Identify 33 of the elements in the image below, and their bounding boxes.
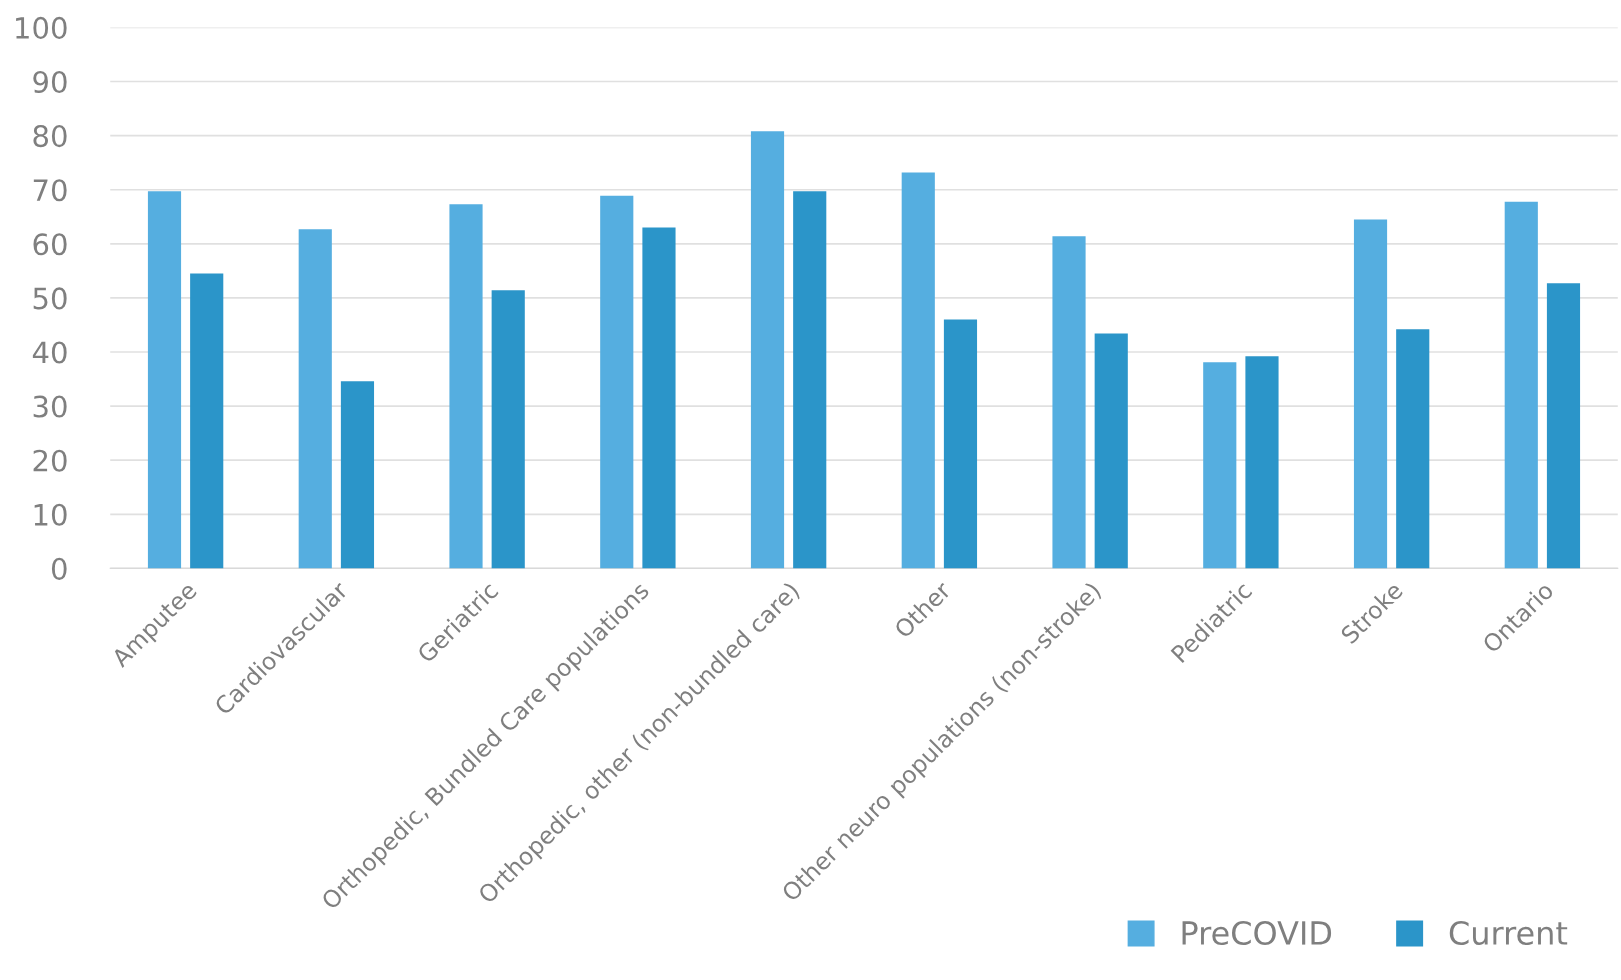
bar (449, 204, 483, 569)
bar (600, 195, 634, 569)
bar (340, 381, 375, 569)
bar (1353, 219, 1388, 569)
bar (190, 273, 224, 569)
bar (1504, 201, 1538, 569)
y-tick-label: 70 (33, 179, 67, 202)
y-tick-label: 90 (33, 70, 67, 94)
bar (750, 131, 785, 569)
bar (1546, 283, 1581, 569)
bar (901, 172, 935, 569)
bar (1245, 356, 1279, 569)
bar (1052, 236, 1086, 569)
bar (793, 191, 827, 569)
y-tick-label: 20 (33, 449, 67, 472)
bar (642, 227, 676, 569)
y-tick-label: 60 (33, 233, 67, 256)
y-tick-label: 30 (33, 395, 67, 418)
legend-label: Current (1449, 920, 1568, 946)
bar (147, 191, 182, 569)
y-tick-label: 50 (33, 287, 67, 310)
y-tick-label: 0 (51, 557, 67, 580)
y-tick-label: 100 (16, 16, 67, 39)
bar (298, 229, 332, 569)
bar (491, 290, 525, 569)
y-tick-label: 10 (34, 503, 67, 526)
y-tick-label: 40 (32, 341, 67, 364)
bar (1094, 333, 1128, 569)
bar (1396, 329, 1430, 569)
legend-label: PreCOVID (1182, 920, 1332, 946)
bar (1203, 362, 1237, 569)
y-tick-label: 80 (33, 125, 67, 148)
bar (943, 319, 978, 569)
